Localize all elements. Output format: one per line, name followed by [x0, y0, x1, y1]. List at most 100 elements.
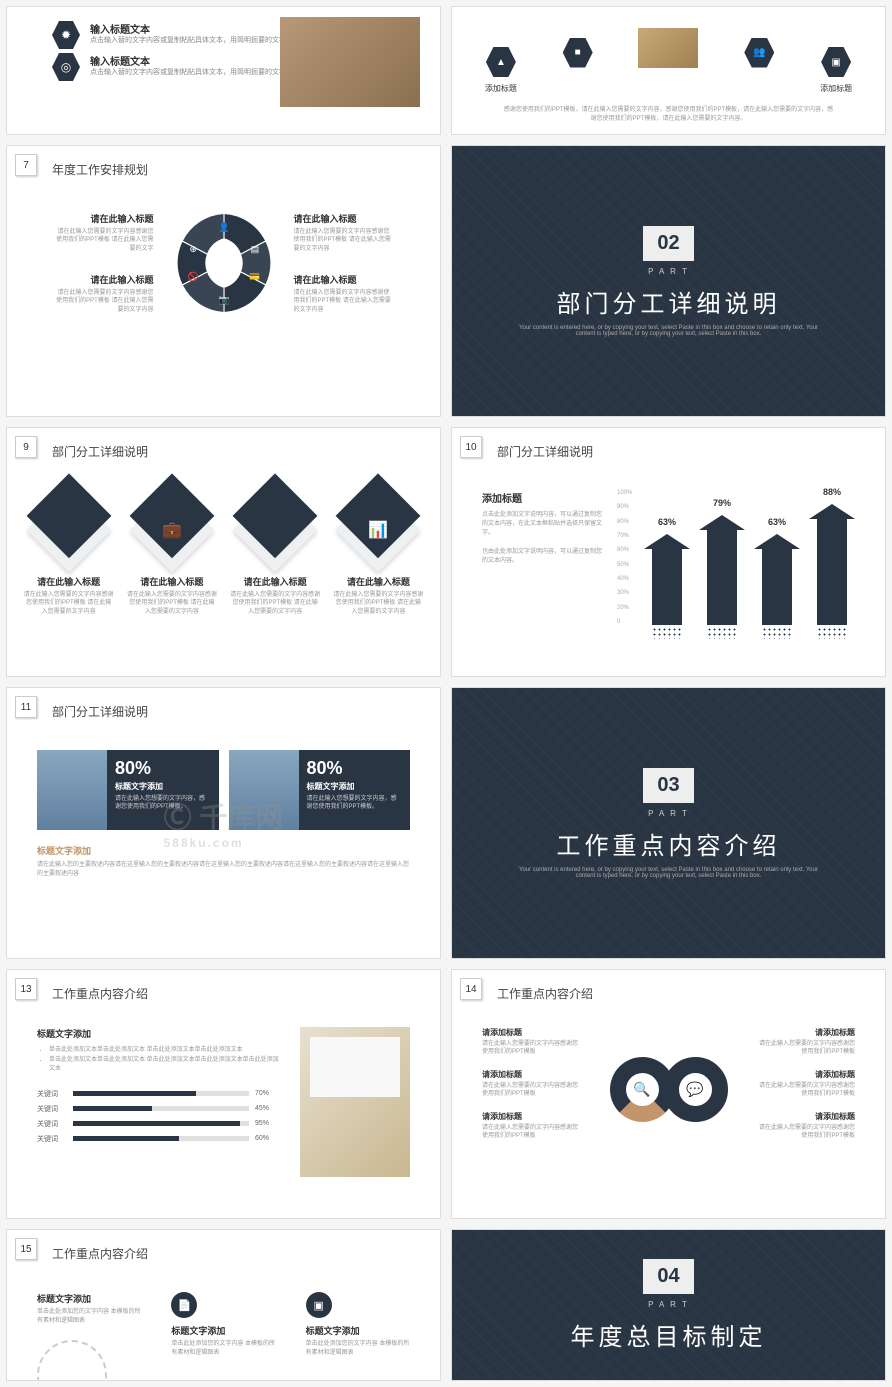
item-desc: 请在此输入您需要的文字内容感谢您使用我们的PPT模板	[482, 1082, 582, 1099]
y-label: 20%	[617, 605, 632, 611]
arrow-chart: 100%90%80%70%60%50%40%30%20%0 63%79%63%8…	[622, 490, 855, 640]
bar-percent: 63%	[652, 517, 682, 527]
photo-placeholder	[37, 750, 107, 830]
slide-title: 工作重点内容介绍	[497, 980, 875, 1002]
bullet-item: 单击此处添加文本单击此处添加文本 单击此处添加文本单击此处添加文本单击此处添加文…	[49, 1056, 280, 1075]
aperture-title: 请在此输入标题	[294, 273, 394, 286]
y-label: 80%	[617, 519, 632, 525]
slide-title: 工作重点内容介绍	[52, 980, 430, 1002]
arrow-bar: 79%	[707, 530, 737, 625]
item-title: 请添加标题	[755, 1027, 855, 1038]
section-divider-03: 03 P A R T 工作重点内容介绍 Your content is ente…	[451, 687, 886, 959]
list-item: 请添加标题请在此输入您需要的文字内容感谢您使用我们的PPT模板	[755, 1111, 855, 1141]
section-title: 年度总目标制定	[571, 1317, 767, 1352]
slide-title: 部门分工详细说明	[52, 438, 430, 460]
progress-row: 关键词 95%	[37, 1119, 280, 1129]
flow-desc: 感谢您使用我们的PPT模板，请在此输入您需要的文字内容，感谢您使用我们的PPT模…	[502, 106, 835, 124]
aperture-title: 请在此输入标题	[54, 212, 154, 225]
ring-icon: 💬	[663, 1057, 728, 1122]
list-item: 请添加标题请在此输入您需要的文字内容感谢您使用我们的PPT模板	[482, 1069, 582, 1099]
item-title: 请添加标题	[482, 1027, 582, 1038]
hex-icon: ▲	[486, 47, 516, 77]
diamond-title: 请在此输入标题	[24, 575, 114, 588]
slide-number: 7	[15, 154, 37, 176]
card-percent: 80%	[307, 758, 403, 779]
item-title: 请添加标题	[755, 1111, 855, 1122]
slide-14: 14 工作重点内容介绍 请添加标题请在此输入您需要的文字内容感谢您使用我们的PP…	[451, 969, 886, 1219]
hex-icon: ✹	[52, 21, 80, 49]
section-part: P A R T	[648, 809, 689, 818]
diamond-desc: 请在此输入您需要的文字内容感谢您使用我们的PPT模板 请在此输入您需要的文字内容	[127, 591, 217, 616]
bar-value: 95%	[255, 1120, 280, 1127]
section-title: 工作重点内容介绍	[557, 826, 781, 861]
bullet-item: 单击此处添加文本单击此处添加文本 单击此处添加文本单击此处添加文本	[49, 1046, 280, 1056]
y-label: 40%	[617, 576, 632, 582]
aperture-desc: 请在此输入您需要的文字内容感谢您使用我们的PPT模板 请在此输入您需要的文字	[54, 228, 154, 253]
hex-icon: ◎	[52, 53, 80, 81]
slide-number: 11	[15, 696, 37, 718]
progress-row: 关键词45%	[37, 1104, 280, 1114]
bar-label: 关键词	[37, 1119, 67, 1129]
arrow-bar: 88%	[817, 519, 847, 625]
section-number: 03	[643, 768, 693, 803]
section-title: 部门分工详细说明	[557, 284, 781, 319]
dot-icon: ▣	[306, 1292, 332, 1318]
aperture-desc: 请在此输入您需要的文字内容感谢使用我们的PPT模板 请在此输入您需要的文字内容	[294, 289, 394, 314]
diamond-icon: ▤	[26, 488, 111, 573]
slide-5: ✹ 输入标题文本点击输入替的文字内容或复制粘贴具体文本，用简明扼要的文字说明此内…	[6, 6, 441, 135]
diamond-icon: 📊	[336, 488, 421, 573]
arrow-bar: 63%	[652, 549, 682, 625]
stat-card: 80%标题文字添加请在此输入您想要的文字内容，感谢您使用我们的PPT模板。	[37, 750, 219, 830]
col-title: 标题文字添加	[171, 1324, 275, 1337]
slide-title: 部门分工详细说明	[52, 698, 430, 720]
section-part: P A R T	[648, 1300, 689, 1309]
diamond-item: 💼请在此输入标题请在此输入您需要的文字内容感谢您使用我们的PPT模板 请在此输入…	[127, 485, 217, 616]
diamond-title: 请在此输入标题	[230, 575, 320, 588]
slide-7: 7 年度工作安排规划 请在此输入标题请在此输入您需要的文字内容感谢您使用我们的P…	[6, 145, 441, 417]
bar-percent: 88%	[817, 487, 847, 497]
y-label: 50%	[617, 562, 632, 568]
flow-label: 添加标题	[820, 83, 852, 94]
flow-label: 添加标题	[485, 83, 517, 94]
col-title: 标题文字添加	[306, 1324, 410, 1337]
slide-6: ▲添加标题 ■ 👥 ▣添加标题 感谢您使用我们的PPT模板，请在此输入您需要的文…	[451, 6, 886, 135]
svg-text:🚫: 🚫	[187, 272, 198, 282]
column-item: 📄标题文字添加单击此处添加您的文字内容 本模板的所有素材和逻辑图表	[171, 1292, 275, 1358]
diamond-desc: 请在此输入您需要的文字内容感谢您使用我们的PPT模板 请在此输入您需要的文字内容	[24, 591, 114, 616]
y-label: 70%	[617, 533, 632, 539]
slide-title: 部门分工详细说明	[497, 438, 875, 460]
card-percent: 80%	[115, 758, 211, 779]
svg-text:👤: 👤	[218, 222, 229, 232]
svg-text:⊕: ⊕	[189, 244, 196, 254]
slide-title: 工作重点内容介绍	[52, 1240, 430, 1262]
slide-title: 年度工作安排规划	[52, 156, 430, 178]
slide-number: 15	[15, 1238, 37, 1260]
bar-value: 45%	[255, 1105, 280, 1112]
bar-label: 关键词	[37, 1089, 67, 1099]
item-title: 请添加标题	[482, 1111, 582, 1122]
content-title: 标题文字添加	[37, 1027, 280, 1040]
section-number: 04	[643, 1259, 693, 1294]
section-divider-02: 02 P A R T 部门分工详细说明 Your content is ente…	[451, 145, 886, 417]
diamond-desc: 请在此输入您需要的文字内容感谢您使用我们的PPT模板 请在此输入您需要的文字内容	[333, 591, 423, 616]
arrow-bar: 63%	[762, 549, 792, 625]
hex-icon: ■	[563, 38, 593, 68]
y-label: 60%	[617, 547, 632, 553]
list-item: 请添加标题请在此输入您需要的文字内容感谢您使用我们的PPT模板	[482, 1111, 582, 1141]
slide-number: 14	[460, 978, 482, 1000]
photo-placeholder	[229, 750, 299, 830]
slide-13: 13 工作重点内容介绍 标题文字添加 单击此处添加文本单击此处添加文本 单击此处…	[6, 969, 441, 1219]
photo-placeholder	[300, 1027, 410, 1177]
card-desc: 请在此输入您想要的文字内容，感谢您使用我们的PPT模板。	[115, 795, 211, 812]
slide-number: 9	[15, 436, 37, 458]
item-desc: 请在此输入您需要的文字内容感谢您使用我们的PPT模板	[755, 1082, 855, 1099]
photo-placeholder	[280, 17, 420, 107]
diamond-item: 📊 请在此输入标题请在此输入您需要的文字内容感谢您使用我们的PPT模板 请在此输入…	[333, 485, 423, 616]
slide-11: 11 部门分工详细说明 80%标题文字添加请在此输入您想要的文字内容，感谢您使用…	[6, 687, 441, 959]
slide-number: 10	[460, 436, 482, 458]
section-subtitle: Your content is entered here, or by copy…	[519, 867, 819, 879]
col-desc: 单击此处添加您的文字内容 本模板的所有素材和逻辑图表	[171, 1340, 275, 1358]
diamond-title: 请在此输入标题	[333, 575, 423, 588]
col-title: 标题文字添加	[37, 1292, 141, 1305]
col-desc: 单击此处添加您的文字内容 本模板的所有素材和逻辑图表	[37, 1308, 141, 1326]
